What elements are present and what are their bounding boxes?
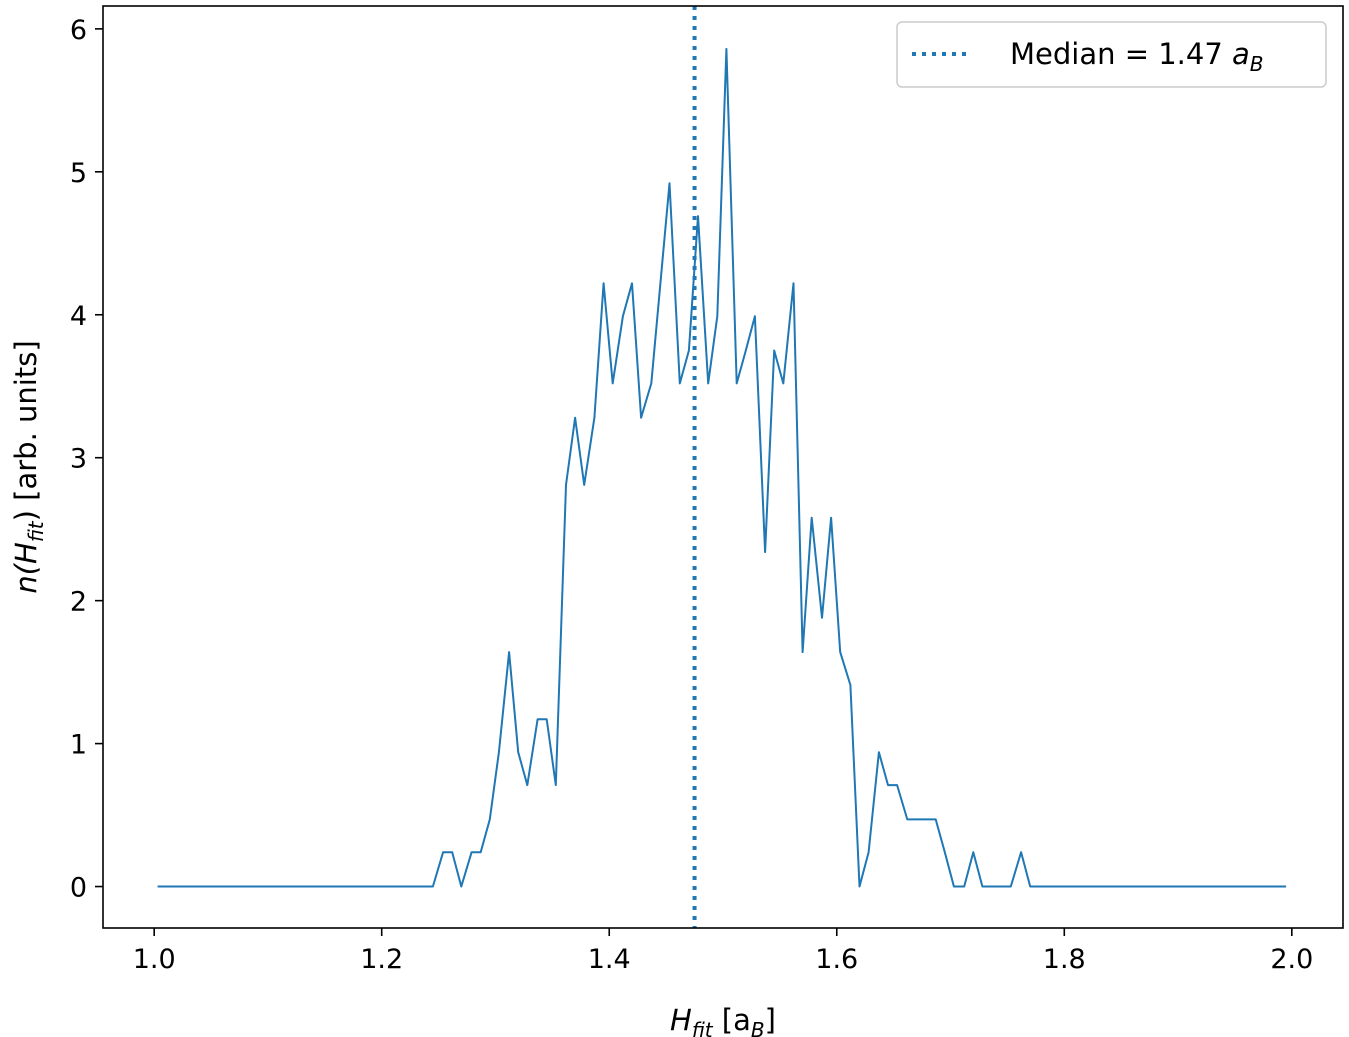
legend-box (896, 21, 1327, 88)
y-tick-label: 0 (70, 873, 87, 904)
y-axis-ticks: 0 1 2 3 4 5 6 (70, 15, 103, 904)
legend: Median = 1.47 aB (896, 21, 1327, 88)
x-tick-label: 1.0 (133, 944, 176, 975)
y-tick-label: 2 (70, 587, 87, 618)
plot-area (157, 6, 1287, 928)
x-axis-ticks: 1.0 1.2 1.4 1.6 1.8 2.0 (133, 928, 1313, 975)
y-tick-label: 1 (70, 730, 87, 761)
x-tick-label: 1.4 (588, 944, 631, 975)
x-tick-label: 1.2 (360, 944, 403, 975)
y-tick-label: 5 (70, 158, 87, 189)
x-tick-label: 1.6 (815, 944, 858, 975)
legend-median-label: Median = 1.47 aB (1010, 37, 1264, 76)
y-tick-label: 6 (70, 15, 87, 46)
y-tick-label: 4 (70, 301, 87, 332)
y-tick-label: 3 (70, 444, 87, 475)
x-tick-label: 2.0 (1270, 944, 1313, 975)
axes-frame (102, 5, 1344, 929)
x-tick-label: 1.8 (1043, 944, 1086, 975)
series-line-0 (157, 47, 1287, 888)
x-axis-label: Hfit [aB] (670, 1003, 776, 1037)
y-axis-label: n(Hfit) [arb. units] (9, 340, 48, 593)
